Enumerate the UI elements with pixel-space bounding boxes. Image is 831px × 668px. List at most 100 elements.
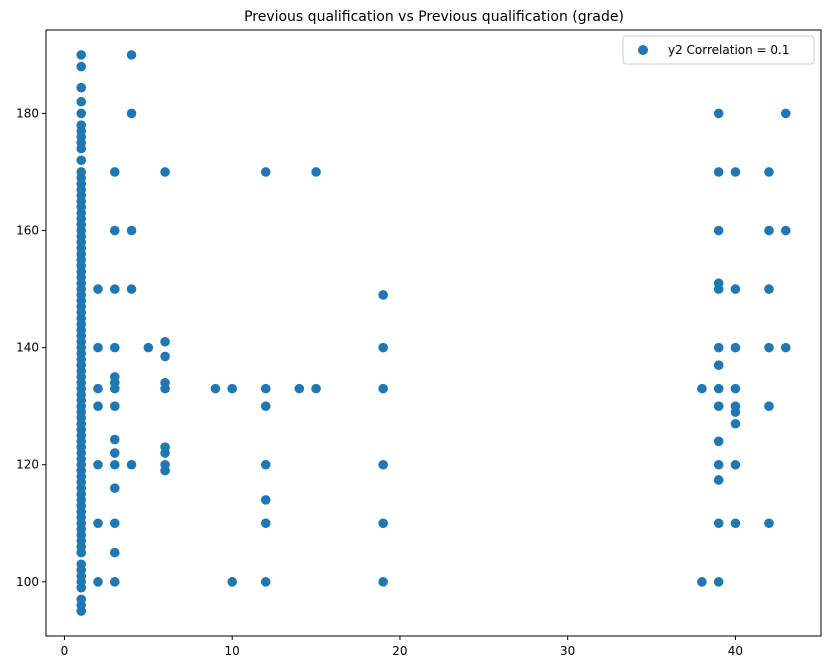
scatter-point: [93, 342, 103, 353]
scatter-point: [730, 418, 741, 429]
scatter-point: [311, 383, 321, 394]
x-tick-label: 0: [61, 644, 69, 658]
scatter-point: [109, 577, 120, 587]
scatter-point: [109, 434, 120, 445]
chart-title: Previous qualification vs Previous quali…: [244, 9, 624, 25]
scatter-point: [76, 559, 87, 570]
scatter-point: [378, 459, 388, 470]
legend: y2 Correlation = 0.1: [622, 35, 815, 65]
scatter-point: [93, 401, 103, 411]
scatter-point: [378, 342, 388, 353]
scatter-point: [764, 342, 774, 353]
scatter-point: [227, 383, 238, 394]
scatter-point: [697, 383, 707, 394]
scatter-point: [93, 577, 103, 587]
scatter-point: [109, 483, 120, 493]
scatter-point: [260, 459, 271, 470]
scatter-point: [160, 377, 170, 388]
scatter-point: [109, 448, 120, 458]
scatter-point: [143, 342, 154, 353]
scatter-point: [109, 167, 120, 177]
scatter-point: [713, 167, 724, 177]
scatter-point: [378, 577, 388, 587]
scatter-point: [764, 167, 774, 177]
y-tick-label: 140: [16, 341, 39, 355]
scatter-point: [160, 351, 170, 362]
scatter-point: [109, 401, 120, 411]
x-tick-label: 30: [560, 644, 575, 658]
x-axis-ticks: 0 10 20 30 40: [61, 636, 743, 658]
scatter-point: [730, 167, 741, 177]
scatter-point: [109, 342, 120, 353]
scatter-point: [713, 225, 724, 236]
scatter-point: [160, 459, 170, 470]
scatter-point: [260, 577, 271, 587]
scatter-point: [109, 372, 120, 382]
scatter-point: [76, 120, 87, 130]
scatter-point: [713, 383, 724, 394]
y-tick-label: 160: [16, 224, 39, 238]
y-axis-ticks: 100 120 140 160 180: [16, 106, 46, 589]
scatter-point: [76, 594, 87, 605]
scatter-point: [109, 518, 120, 529]
scatter-point: [713, 278, 724, 289]
scatter-point: [730, 342, 741, 353]
scatter-point: [93, 518, 103, 529]
scatter-point: [713, 518, 724, 529]
scatter-point: [109, 547, 120, 558]
scatter-point: [260, 518, 271, 529]
scatter-point: [126, 225, 137, 236]
y-tick-label: 120: [16, 458, 39, 472]
scatter-point: [697, 577, 707, 587]
scatter-point: [210, 383, 221, 394]
scatter-point: [126, 284, 137, 294]
legend-marker: [638, 45, 648, 55]
scatter-point: [109, 459, 120, 470]
scatter-point: [93, 459, 103, 470]
scatter-point: [227, 577, 238, 587]
legend-label: y2 Correlation = 0.1: [668, 43, 790, 57]
scatter-point: [160, 336, 170, 347]
scatter-point: [713, 436, 724, 447]
scatter-point: [260, 383, 271, 394]
plot-area-border: [45, 29, 822, 637]
scatter-point: [109, 225, 120, 236]
scatter-point: [713, 577, 724, 587]
scatter-point: [764, 518, 774, 529]
scatter-point: [378, 383, 388, 394]
scatter-point: [764, 401, 774, 411]
scatter-point: [76, 96, 87, 107]
scatter-point: [93, 284, 103, 294]
scatter-point: [730, 401, 741, 411]
scatter-point: [764, 225, 774, 236]
scatter-point: [730, 459, 741, 470]
scatter-point: [730, 383, 741, 394]
scatter-point: [260, 167, 271, 177]
scatter-point: [713, 401, 724, 411]
scatter-point: [76, 61, 87, 72]
scatter-point: [76, 82, 87, 93]
scatter-point: [109, 284, 120, 294]
scatter-point: [780, 108, 791, 119]
data-points: [76, 50, 791, 616]
scatter-point: [378, 290, 388, 300]
scatter-point: [780, 342, 791, 353]
y-tick-label: 100: [16, 575, 39, 589]
scatter-point: [730, 518, 741, 529]
scatter-point: [713, 108, 724, 119]
scatter-point: [311, 167, 321, 177]
scatter-point: [126, 459, 137, 470]
scatter-point: [76, 50, 87, 60]
scatter-point: [126, 108, 137, 119]
x-tick-label: 20: [392, 644, 407, 658]
scatter-point: [160, 442, 170, 452]
scatter-point: [76, 155, 87, 166]
scatter-point: [160, 167, 170, 177]
scatter-point: [260, 495, 271, 505]
scatter-point: [713, 459, 724, 470]
legend-box: [622, 35, 815, 65]
scatter-point: [730, 284, 741, 294]
axes-frame: [45, 29, 822, 637]
scatter-point: [260, 401, 271, 411]
scatter-point: [713, 342, 724, 353]
